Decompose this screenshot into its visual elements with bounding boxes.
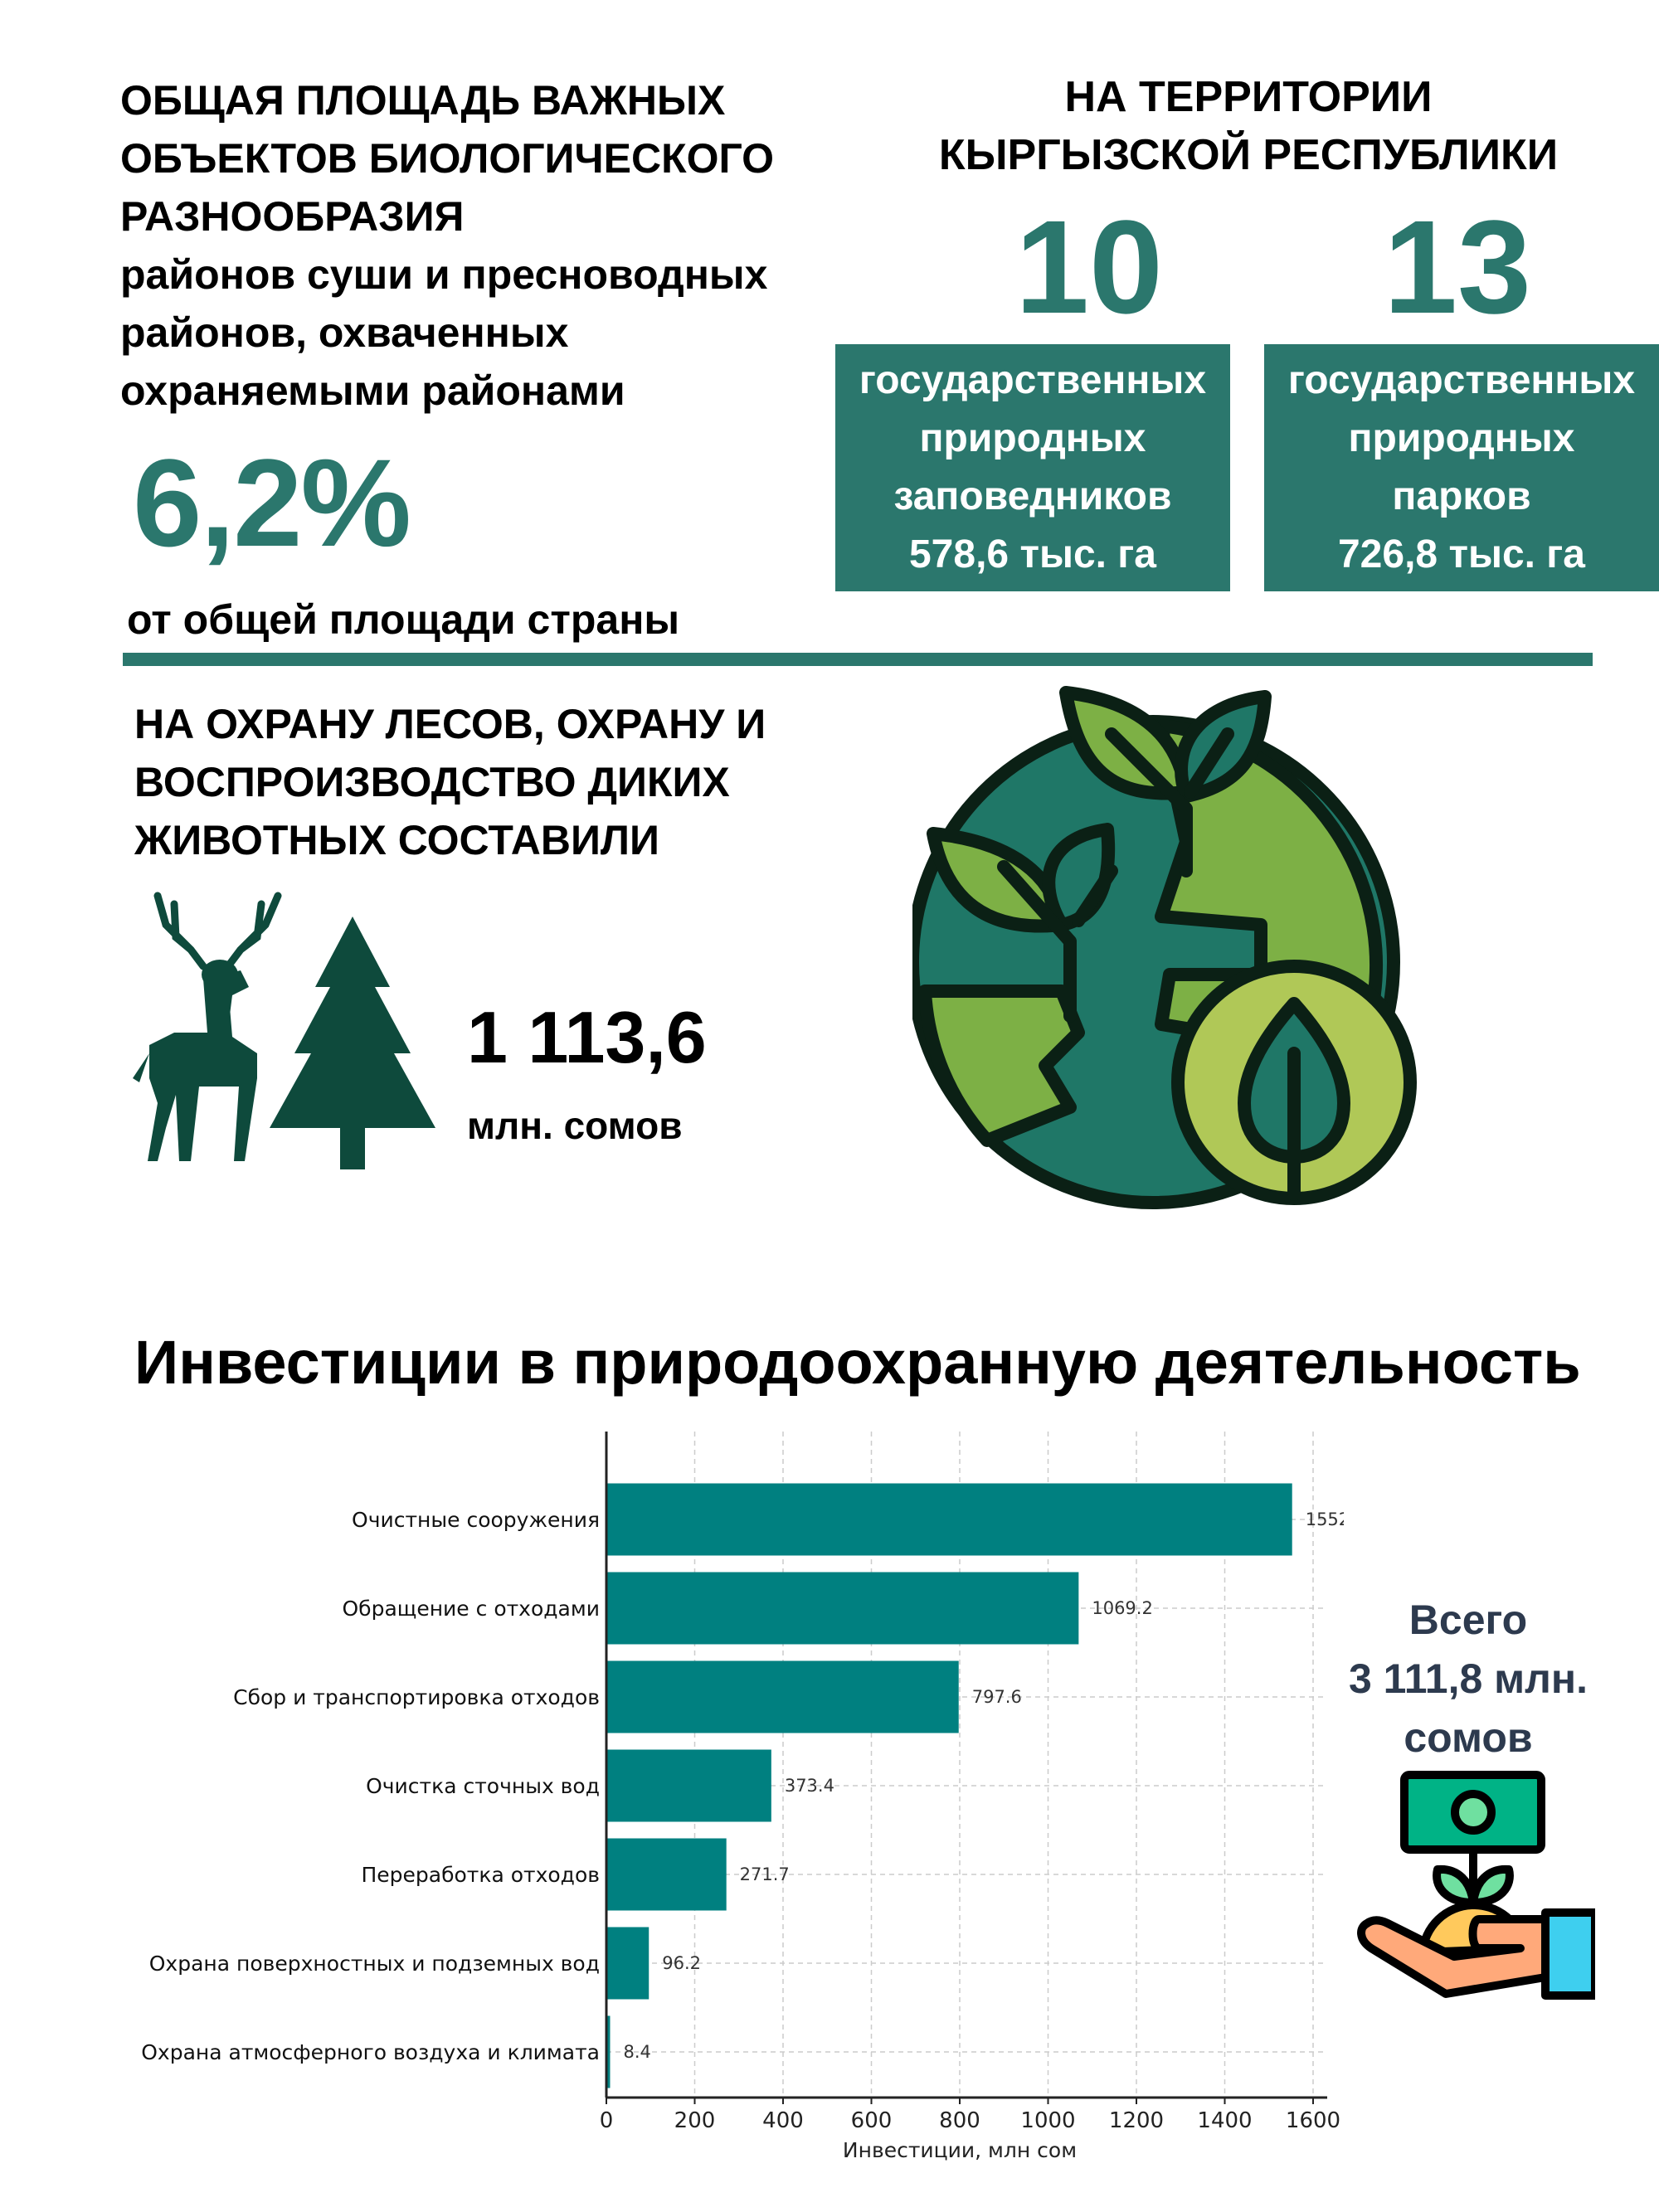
value-label: 1552.5 xyxy=(1306,1510,1344,1529)
box-line: природных xyxy=(919,416,1146,460)
category-label: Очистные сооружения xyxy=(352,1508,600,1532)
box-line: природных xyxy=(1348,416,1575,460)
bar xyxy=(606,1660,959,1733)
x-tick-label: 0 xyxy=(600,2108,614,2133)
area-heading: ОБЩАЯ ПЛОЩАДЬ ВАЖНЫХ ОБЪЕКТОВ БИОЛОГИЧЕС… xyxy=(120,71,867,420)
parks-count: 13 xyxy=(1384,192,1531,341)
bar xyxy=(606,1572,1079,1645)
heading-line: ЖИВОТНЫХ СОСТАВИЛИ xyxy=(134,817,659,863)
value-label: 271.7 xyxy=(740,1864,790,1884)
heading-line: РАЗНООБРАЗИЯ xyxy=(120,193,465,240)
x-tick-label: 1600 xyxy=(1286,2108,1340,2133)
total-line: Всего xyxy=(1408,1597,1528,1643)
x-tick-label: 1000 xyxy=(1020,2108,1075,2133)
category-label: Очистка сточных вод xyxy=(366,1774,600,1798)
investments-chart: 0 200 400 600 800 1000 1200 1400 1600 Очистные со… xyxy=(141,1432,1344,2162)
bar xyxy=(606,1927,649,2000)
total-line: 3 111,8 млн. xyxy=(1348,1655,1588,1702)
heading-line: ОБЩАЯ ПЛОЩАДЬ ВАЖНЫХ xyxy=(120,77,726,124)
category-label: Переработка отходов xyxy=(361,1863,600,1887)
x-tick-label: 200 xyxy=(674,2108,716,2133)
sub-line: охраняемыми районами xyxy=(120,367,625,414)
box-line: государственных xyxy=(859,358,1207,402)
x-axis-label: Инвестиции, млн сом xyxy=(843,2138,1077,2162)
value-label: 8.4 xyxy=(623,2042,650,2062)
sub-line: районов, охваченных xyxy=(120,309,569,356)
category-label: Охрана поверхностных и подземных вод xyxy=(149,1952,600,1976)
box-line: 578,6 тыс. га xyxy=(908,532,1156,576)
bar xyxy=(606,1749,771,1822)
x-tick-label: 1200 xyxy=(1109,2108,1164,2133)
heading-line: ВОСПРОИЗВОДСТВО ДИКИХ xyxy=(134,759,730,805)
x-tick-label: 1400 xyxy=(1197,2108,1252,2133)
bar xyxy=(606,1483,1292,1556)
x-tick-label: 400 xyxy=(762,2108,804,2133)
reserves-count: 10 xyxy=(1015,192,1163,341)
territory-heading: НА ТЕРРИТОРИИ КЫРГЫЗСКОЙ РЕСПУБЛИКИ xyxy=(896,68,1601,184)
forest-amount-unit: млн. сомов xyxy=(467,1104,683,1147)
forest-amount: 1 113,6 xyxy=(467,996,707,1078)
heading-line: КЫРГЫЗСКОЙ РЕСПУБЛИКИ xyxy=(938,131,1559,179)
globe-plants-icon xyxy=(912,686,1417,1209)
percent-value: 6,2% xyxy=(133,433,411,572)
box-line: заповедников xyxy=(893,474,1172,518)
sub-line: районов суши и пресноводных xyxy=(120,251,768,298)
heading-line: НА ОХРАНУ ЛЕСОВ, ОХРАНУ И xyxy=(134,701,766,747)
box-line: 726,8 тыс. га xyxy=(1337,532,1585,576)
bar xyxy=(606,1838,727,1911)
category-label: Охрана атмосферного воздуха и климата xyxy=(141,2040,600,2064)
value-label: 1069.2 xyxy=(1092,1598,1152,1618)
forest-heading: НА ОХРАНУ ЛЕСОВ, ОХРАНУ И ВОСПРОИЗВОДСТВ… xyxy=(134,695,881,869)
investments-total: Всего 3 111,8 млн. сомов xyxy=(1311,1591,1626,1767)
parks-box: государственных природных парков 726,8 т… xyxy=(1264,344,1659,591)
value-label: 797.6 xyxy=(972,1687,1022,1707)
investments-title: Инвестиции в природоохранную деятельност… xyxy=(134,1328,1581,1397)
value-label: 373.4 xyxy=(785,1776,834,1796)
box-line: государственных xyxy=(1287,358,1636,402)
category-label: Обращение с отходами xyxy=(343,1597,601,1621)
money-plant-hand-icon xyxy=(1357,1771,1595,2000)
heading-line: ОБЪЕКТОВ БИОЛОГИЧЕСКОГО xyxy=(120,135,775,182)
x-tick-label: 600 xyxy=(851,2108,893,2133)
percent-caption: от общей площади страны xyxy=(127,596,680,643)
deer-icon xyxy=(133,892,435,1169)
box-line: парков xyxy=(1392,474,1531,518)
reserves-box: государственных природных заповедников 5… xyxy=(835,344,1230,591)
category-label: Сбор и транспортировка отходов xyxy=(233,1685,600,1709)
heading-line: НА ТЕРРИТОРИИ xyxy=(1064,73,1433,121)
section-divider xyxy=(123,653,1593,666)
x-tick-label: 800 xyxy=(939,2108,980,2133)
fir-tree-icon xyxy=(270,916,435,1169)
total-line: сомов xyxy=(1404,1714,1533,1761)
value-label: 96.2 xyxy=(662,1953,701,1973)
bar xyxy=(606,2015,611,2088)
